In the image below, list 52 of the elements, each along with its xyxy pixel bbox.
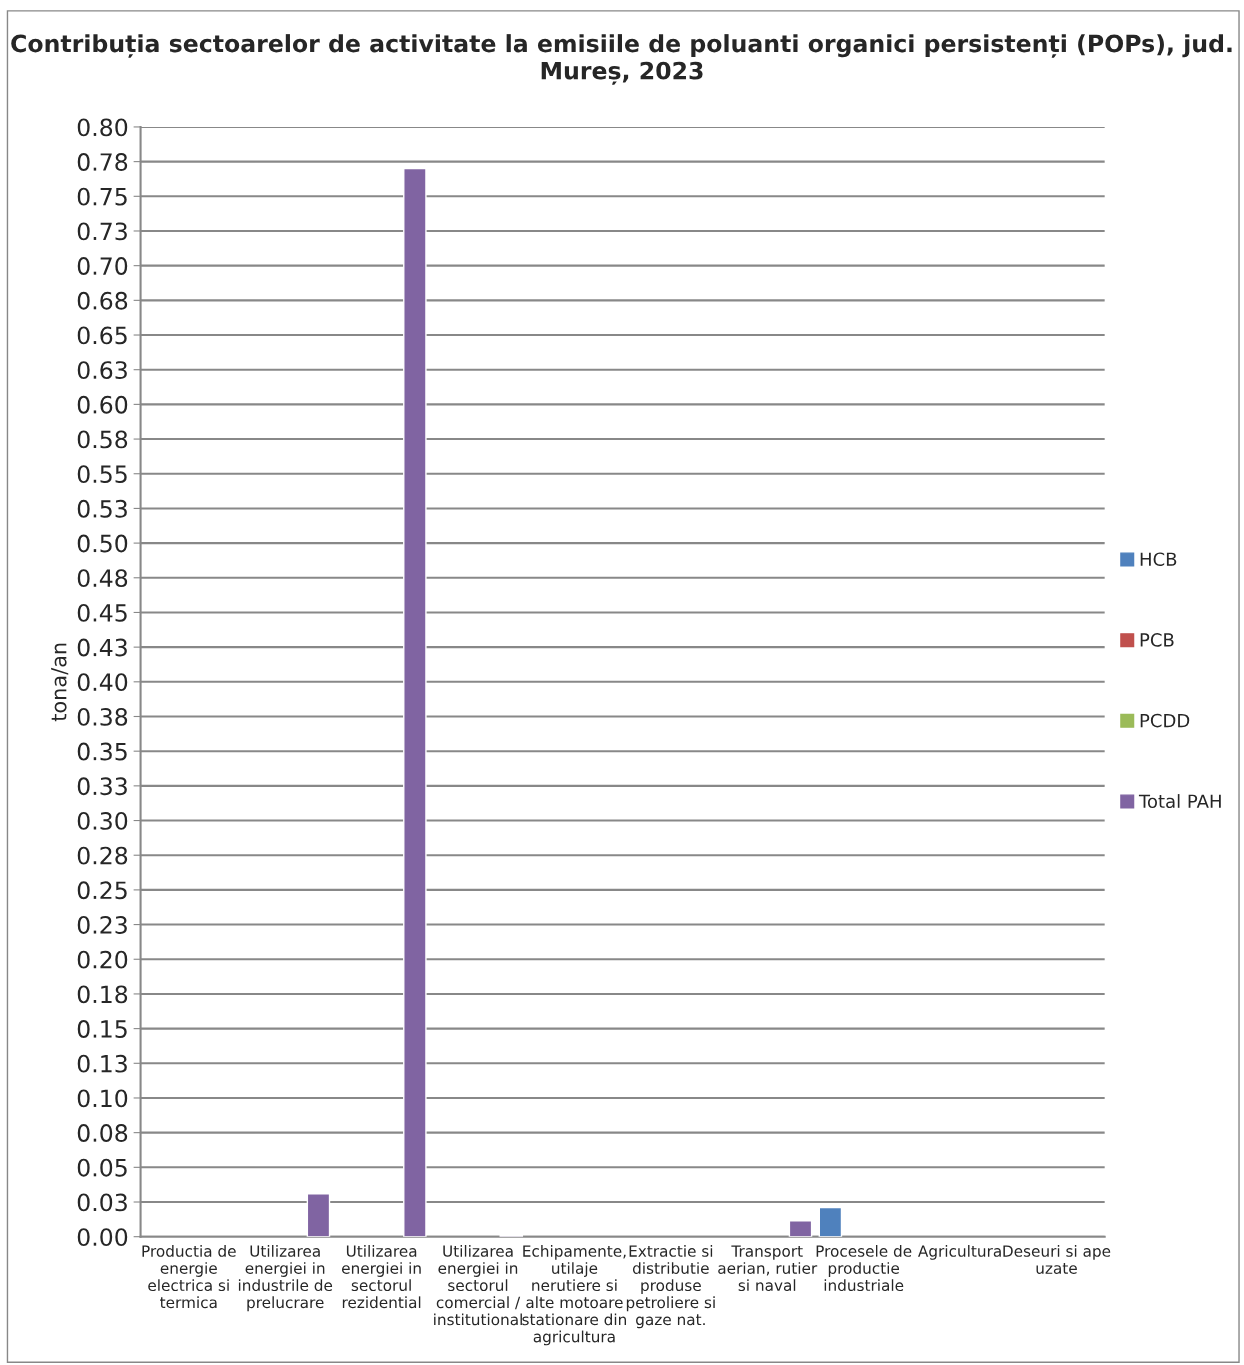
y-tick-label: 0.08 — [77, 1124, 128, 1142]
y-tick-label: 0.75 — [77, 187, 127, 206]
legend-label: HCB — [1140, 552, 1177, 567]
x-tick-label: Utilizarea energiei in sectorul comercial / institutional — [434, 1245, 522, 1326]
y-tick-label: 0.48 — [77, 569, 128, 588]
y-tick-label: 0.45 — [77, 603, 127, 622]
y-tick-label: 0.80 — [77, 118, 128, 137]
x-tick-label: Procesele de productie industriale — [816, 1245, 912, 1292]
x-tick-label: Utilizarea energiei in sectorul rezidential — [342, 1245, 421, 1309]
y-tick-label: 0.50 — [77, 534, 128, 553]
bar — [403, 167, 427, 1237]
y-tick-label: 0.05 — [77, 1158, 127, 1177]
y-tick-label: 0.53 — [77, 499, 127, 518]
y-tick-label: 0.33 — [77, 777, 127, 796]
y-axis-title: tona/an — [51, 643, 69, 722]
y-tick-label: 0.25 — [77, 881, 127, 900]
y-tick-label: 0.38 — [77, 707, 128, 726]
y-tick-label: 0.58 — [77, 430, 128, 449]
legend-label: PCB — [1140, 633, 1174, 647]
y-tick-label: 0.13 — [77, 1054, 127, 1073]
x-tick-label: Utilizarea energiei in industrile de prelucrare — [238, 1245, 333, 1312]
y-tick-label: 0.15 — [77, 1020, 127, 1038]
y-tick-label: 0.73 — [77, 222, 127, 241]
x-tick-label: Extractie si distributie produse petroliere si gaze nat. — [626, 1245, 715, 1329]
legend-label: PCDD — [1140, 713, 1190, 728]
y-tick-label: 0.23 — [77, 916, 127, 934]
chart-title: Contribuția sectoarelor de activitate la emisiile de poluanti organici persistenți (POPs), jud. Mureș, 2023 — [11, 34, 1232, 85]
y-tick-label: 0.20 — [77, 950, 128, 969]
y-tick-label: 0.00 — [77, 1228, 128, 1246]
y-tick-label: 0.68 — [77, 291, 128, 310]
y-tick-label: 0.78 — [77, 153, 128, 171]
y-tick-label: 0.55 — [77, 465, 127, 484]
x-tick-label: Agricultura — [918, 1245, 1001, 1260]
bar — [306, 1192, 331, 1237]
y-tick-label: 0.35 — [77, 742, 127, 761]
y-tick-label: 0.65 — [77, 326, 127, 345]
legend-label: Total PAH — [1138, 794, 1221, 809]
x-tick-label: Echipamente, utilaje nerutiere si alte motoare stationare din agricultura — [522, 1245, 626, 1346]
bar — [788, 1220, 813, 1237]
y-tick-label: 0.28 — [77, 846, 128, 865]
y-tick-label: 0.43 — [77, 638, 127, 657]
y-tick-label: 0.60 — [77, 395, 128, 414]
x-tick-label: Deseuri si ape uzate — [1003, 1245, 1111, 1274]
y-tick-label: 0.03 — [77, 1193, 127, 1212]
y-tick-label: 0.18 — [77, 985, 128, 1004]
y-tick-label: 0.10 — [77, 1089, 128, 1108]
y-tick-label: 0.70 — [77, 257, 128, 275]
y-tick-label: 0.40 — [77, 673, 128, 692]
x-tick-label: Productia de energie electrica si termica — [142, 1245, 236, 1309]
y-tick-label: 0.30 — [77, 811, 128, 830]
y-tick-label: 0.63 — [77, 361, 127, 380]
bar — [818, 1206, 843, 1237]
